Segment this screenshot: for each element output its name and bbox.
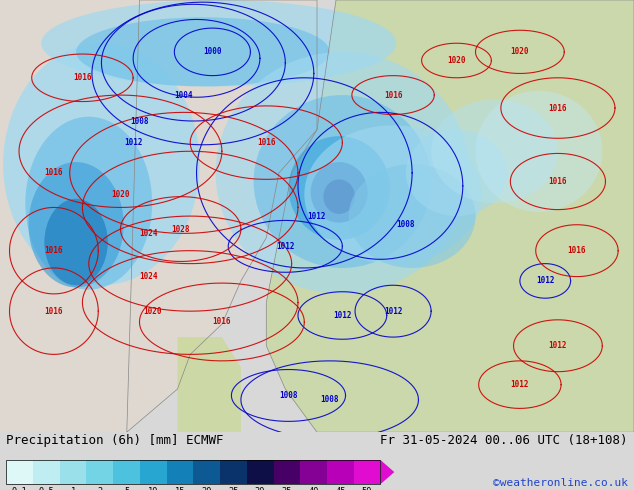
Text: 10: 10	[148, 487, 158, 490]
Text: 1016: 1016	[548, 103, 567, 113]
Bar	[220, 460, 247, 484]
Ellipse shape	[254, 95, 431, 268]
Text: 1012: 1012	[124, 138, 143, 147]
Ellipse shape	[323, 179, 355, 214]
Text: 1016: 1016	[44, 169, 63, 177]
Ellipse shape	[3, 43, 200, 285]
Text: 1012: 1012	[276, 242, 295, 251]
Text: 1016: 1016	[44, 246, 63, 255]
Text: 5: 5	[124, 487, 129, 490]
Text: 1008: 1008	[396, 220, 415, 229]
Text: Fr 31-05-2024 00..06 UTC (18+108): Fr 31-05-2024 00..06 UTC (18+108)	[380, 434, 628, 447]
Text: Precipitation (6h) [mm] ECMWF: Precipitation (6h) [mm] ECMWF	[6, 434, 224, 447]
Bar	[354, 460, 380, 484]
Text: 1004: 1004	[174, 91, 193, 99]
Text: ©weatheronline.co.uk: ©weatheronline.co.uk	[493, 478, 628, 488]
Bar	[33, 460, 60, 484]
Text: 25: 25	[228, 487, 238, 490]
Bar	[247, 460, 273, 484]
Text: 35: 35	[281, 487, 292, 490]
Ellipse shape	[25, 117, 152, 290]
Ellipse shape	[44, 199, 108, 285]
Bar	[167, 460, 193, 484]
Ellipse shape	[349, 164, 476, 268]
Text: 0.5: 0.5	[39, 487, 55, 490]
Text: 1012: 1012	[307, 212, 327, 220]
Polygon shape	[0, 0, 317, 432]
Bar	[140, 460, 167, 484]
Ellipse shape	[304, 125, 482, 264]
Text: 1024: 1024	[139, 229, 158, 238]
Ellipse shape	[406, 130, 507, 216]
Text: 1012: 1012	[536, 276, 555, 285]
Text: 1020: 1020	[447, 56, 466, 65]
Text: 50: 50	[362, 487, 372, 490]
Text: 1016: 1016	[567, 246, 586, 255]
Text: 1: 1	[70, 487, 75, 490]
Text: 1028: 1028	[171, 224, 190, 234]
Text: 1016: 1016	[44, 307, 63, 316]
Ellipse shape	[29, 162, 124, 288]
Text: 15: 15	[175, 487, 185, 490]
Text: 20: 20	[202, 487, 212, 490]
Bar	[273, 460, 301, 484]
Text: 1008: 1008	[130, 117, 149, 125]
Polygon shape	[266, 0, 634, 432]
Text: 1008: 1008	[279, 391, 298, 400]
Bar	[113, 460, 140, 484]
Text: 1012: 1012	[510, 380, 529, 389]
Polygon shape	[380, 460, 394, 484]
Bar	[301, 460, 327, 484]
Ellipse shape	[288, 136, 390, 240]
Text: 1012: 1012	[548, 341, 567, 350]
Text: 40: 40	[308, 487, 319, 490]
Text: 1016: 1016	[257, 138, 276, 147]
Text: 1000: 1000	[203, 48, 222, 56]
Ellipse shape	[311, 162, 368, 222]
Text: 2: 2	[97, 487, 103, 490]
Text: 1016: 1016	[384, 91, 403, 99]
Text: 30: 30	[255, 487, 266, 490]
Text: 1012: 1012	[384, 307, 403, 316]
Bar	[6, 460, 380, 484]
Text: 1008: 1008	[320, 395, 339, 404]
Text: 1016: 1016	[548, 177, 567, 186]
Text: 1012: 1012	[333, 311, 352, 320]
Text: 1016: 1016	[212, 318, 231, 326]
Ellipse shape	[76, 17, 330, 86]
Ellipse shape	[216, 52, 469, 294]
Bar	[6, 460, 33, 484]
Bar	[86, 460, 113, 484]
Text: 1016: 1016	[73, 74, 92, 82]
Text: 45: 45	[335, 487, 346, 490]
Text: 1020: 1020	[111, 190, 130, 199]
Text: 1020: 1020	[143, 307, 162, 316]
Polygon shape	[178, 337, 241, 432]
Text: 0.1: 0.1	[12, 487, 27, 490]
Text: 1024: 1024	[139, 272, 158, 281]
Bar	[193, 460, 220, 484]
Bar	[60, 460, 86, 484]
Ellipse shape	[41, 0, 396, 86]
Text: 1020: 1020	[510, 48, 529, 56]
Ellipse shape	[431, 99, 558, 203]
Bar	[327, 460, 354, 484]
Ellipse shape	[476, 91, 602, 212]
